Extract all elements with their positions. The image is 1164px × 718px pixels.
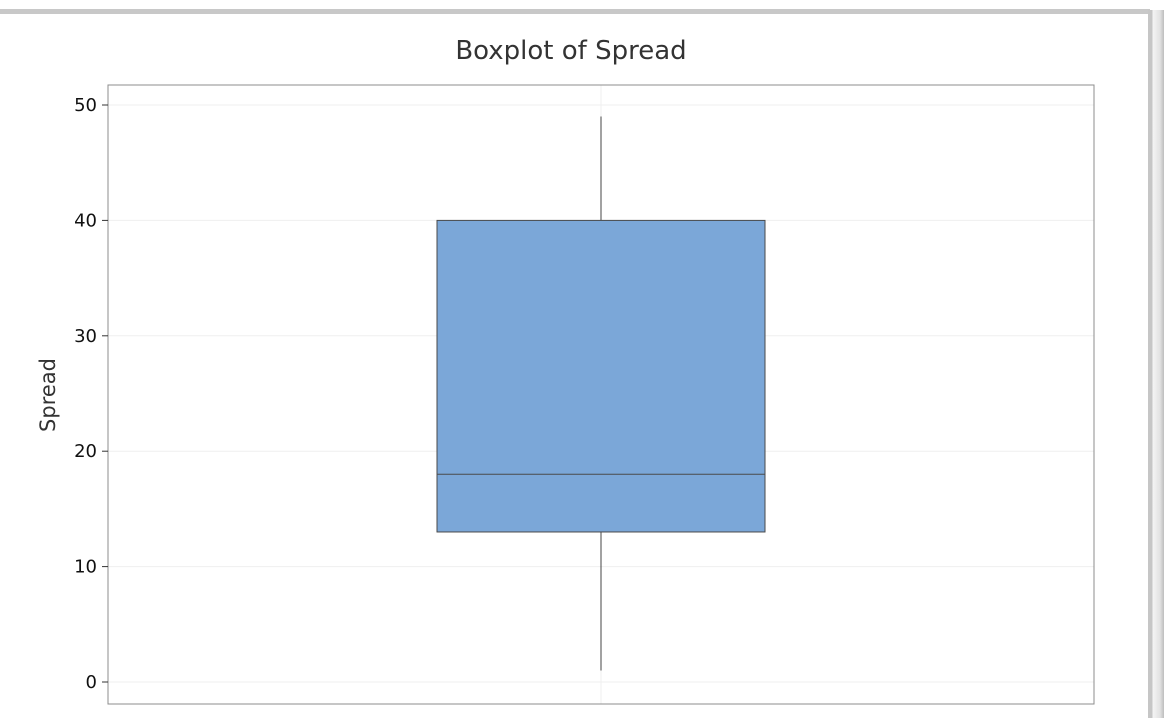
chart-title: Boxplot of Spread: [455, 36, 686, 66]
y-tick-label: 0: [86, 672, 97, 693]
y-tick-label: 50: [74, 95, 97, 116]
y-tick-label: 40: [74, 210, 97, 231]
y-tick-label: 10: [74, 557, 97, 578]
y-tick-label: 20: [74, 441, 97, 462]
window-right-edge[interactable]: [1148, 10, 1164, 718]
plot-frame: [107, 84, 1095, 705]
y-axis-ticks: 0 10 20 30 40 50: [74, 95, 108, 693]
y-axis-label: Spread: [36, 358, 60, 432]
y-tick-label: 30: [74, 326, 97, 347]
window-top-border: [0, 0, 1150, 14]
iqr-box: [436, 219, 766, 533]
